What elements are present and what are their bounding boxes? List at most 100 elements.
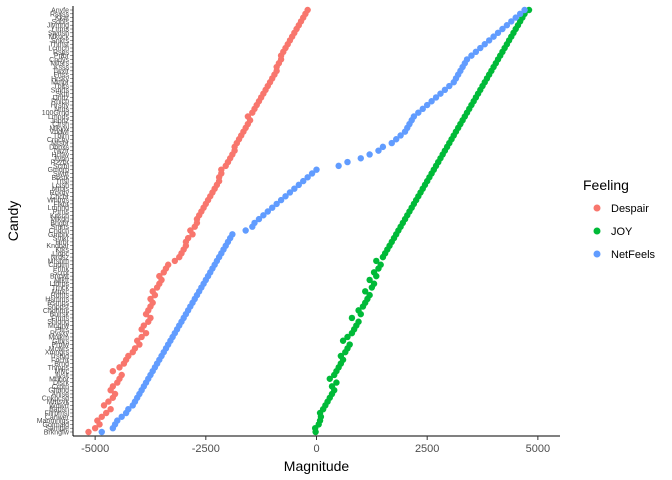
point-despair — [94, 417, 101, 424]
y-category-label: Mlvc — [55, 369, 70, 376]
point-despair — [109, 383, 117, 390]
point-netfeels — [490, 33, 497, 40]
y-category-label: Mnlkm — [48, 334, 69, 341]
point-joy — [366, 276, 373, 284]
y-category-label: Prlnk — [53, 266, 69, 273]
point-netfeels — [251, 219, 258, 227]
y-category-label: Canwer — [45, 414, 70, 421]
point-netfeels — [125, 405, 132, 413]
y-category-label: Sdbls — [51, 19, 69, 26]
point-despair — [149, 288, 156, 295]
y-category-label: Dbbxs — [49, 144, 69, 151]
y-category-label: Trshld — [50, 353, 69, 360]
point-netfeels — [397, 132, 404, 139]
point-joy — [326, 375, 333, 382]
y-category-label: Ltrms — [52, 27, 70, 34]
point-despair — [133, 337, 141, 344]
y-category-label: Anyfe — [51, 8, 69, 15]
legend-key-netfeels — [593, 250, 601, 258]
y-category-label: Swtrt — [53, 171, 69, 178]
y-category-label: Prplw — [51, 342, 69, 349]
y-category-label: Wdwrf — [49, 403, 69, 410]
y-category-label: Hrsky — [51, 76, 69, 83]
y-category-label: Crptn — [52, 384, 69, 391]
point-netfeels — [410, 113, 418, 120]
legend-label-joy: JOY — [611, 226, 633, 238]
point-netfeels — [304, 174, 311, 181]
y-category-label: Hchw — [51, 152, 69, 159]
y-category-label: Mngrw — [48, 323, 70, 330]
point-joy — [339, 337, 347, 344]
y-category-label: Scrbl — [53, 163, 69, 170]
point-netfeels — [419, 105, 426, 113]
y-category-label: Smkr — [53, 236, 70, 243]
y-category-label: Skttl — [55, 91, 69, 98]
point-joy — [333, 379, 340, 386]
y-category-label: Chdhms — [43, 308, 70, 315]
point-netfeels — [313, 166, 320, 173]
point-despair — [125, 352, 132, 360]
y-category-label: Scrpt — [53, 270, 69, 277]
point-netfeels — [229, 231, 236, 238]
point-despair — [138, 333, 145, 341]
point-despair — [105, 398, 112, 405]
point-netfeels — [512, 14, 519, 21]
point-despair — [147, 314, 154, 322]
y-category-label: Cndys — [49, 57, 69, 64]
point-despair — [147, 295, 154, 303]
y-category-label: Fnchr — [51, 357, 70, 364]
point-netfeels — [477, 44, 484, 52]
point-despair — [85, 428, 92, 436]
point-joy — [355, 307, 362, 314]
point-netfeels — [114, 417, 121, 424]
point-netfeels — [255, 215, 263, 223]
y-category-label: Snppst — [47, 304, 69, 311]
point-despair — [244, 113, 252, 120]
legend-title: Feeling — [583, 177, 629, 193]
y-category-label: Xmngrs — [45, 350, 70, 357]
point-despair — [171, 257, 179, 265]
point-despair — [111, 390, 119, 398]
y-category-label: Mrsbr — [51, 141, 70, 148]
y-category-label: Nrds — [54, 106, 69, 113]
data-points — [85, 6, 533, 436]
y-category-label: Maomnlgs — [37, 418, 70, 425]
y-category-label: Anise — [51, 391, 69, 398]
point-despair — [91, 424, 99, 432]
y-category-label: Mlktt — [54, 277, 69, 284]
point-joy — [346, 341, 353, 348]
point-netfeels — [392, 136, 400, 143]
point-netfeels — [415, 109, 422, 116]
point-netfeels — [446, 82, 453, 90]
point-netfeels — [308, 170, 316, 177]
y-category-label: Hrbr — [55, 239, 69, 246]
x-tick-label: 2500 — [415, 443, 439, 455]
y-category-label: Brnd — [54, 361, 69, 368]
point-despair — [140, 322, 148, 329]
point-netfeels — [379, 143, 387, 151]
point-despair — [103, 409, 110, 417]
point-despair — [304, 6, 311, 14]
y-category-label: Prtbr — [54, 53, 70, 60]
y-category-label: Mcwrs — [49, 346, 70, 353]
y-category-label: Thmst — [50, 42, 70, 49]
y-category-label: Ktks — [55, 247, 69, 254]
point-netfeels — [295, 181, 302, 189]
y-category-label: Mltsrs — [50, 61, 69, 68]
y-category-label: Lfdrps — [50, 281, 70, 288]
point-netfeels — [260, 212, 267, 219]
point-netfeels — [118, 413, 125, 420]
point-netfeels — [344, 158, 351, 166]
point-netfeels — [291, 185, 298, 192]
y-category-label: Mmpr — [51, 80, 70, 87]
y-category-label: Rzzbr — [51, 160, 70, 167]
point-netfeels — [485, 37, 493, 44]
y-category-label: Lcrsh — [52, 182, 69, 189]
y-category-label: Mtrkc — [52, 289, 70, 296]
y-category-label: Rckdy — [50, 190, 70, 197]
point-netfeels — [388, 139, 395, 147]
y-category-label: Crnchy — [47, 137, 70, 144]
point-netfeels — [269, 204, 276, 211]
